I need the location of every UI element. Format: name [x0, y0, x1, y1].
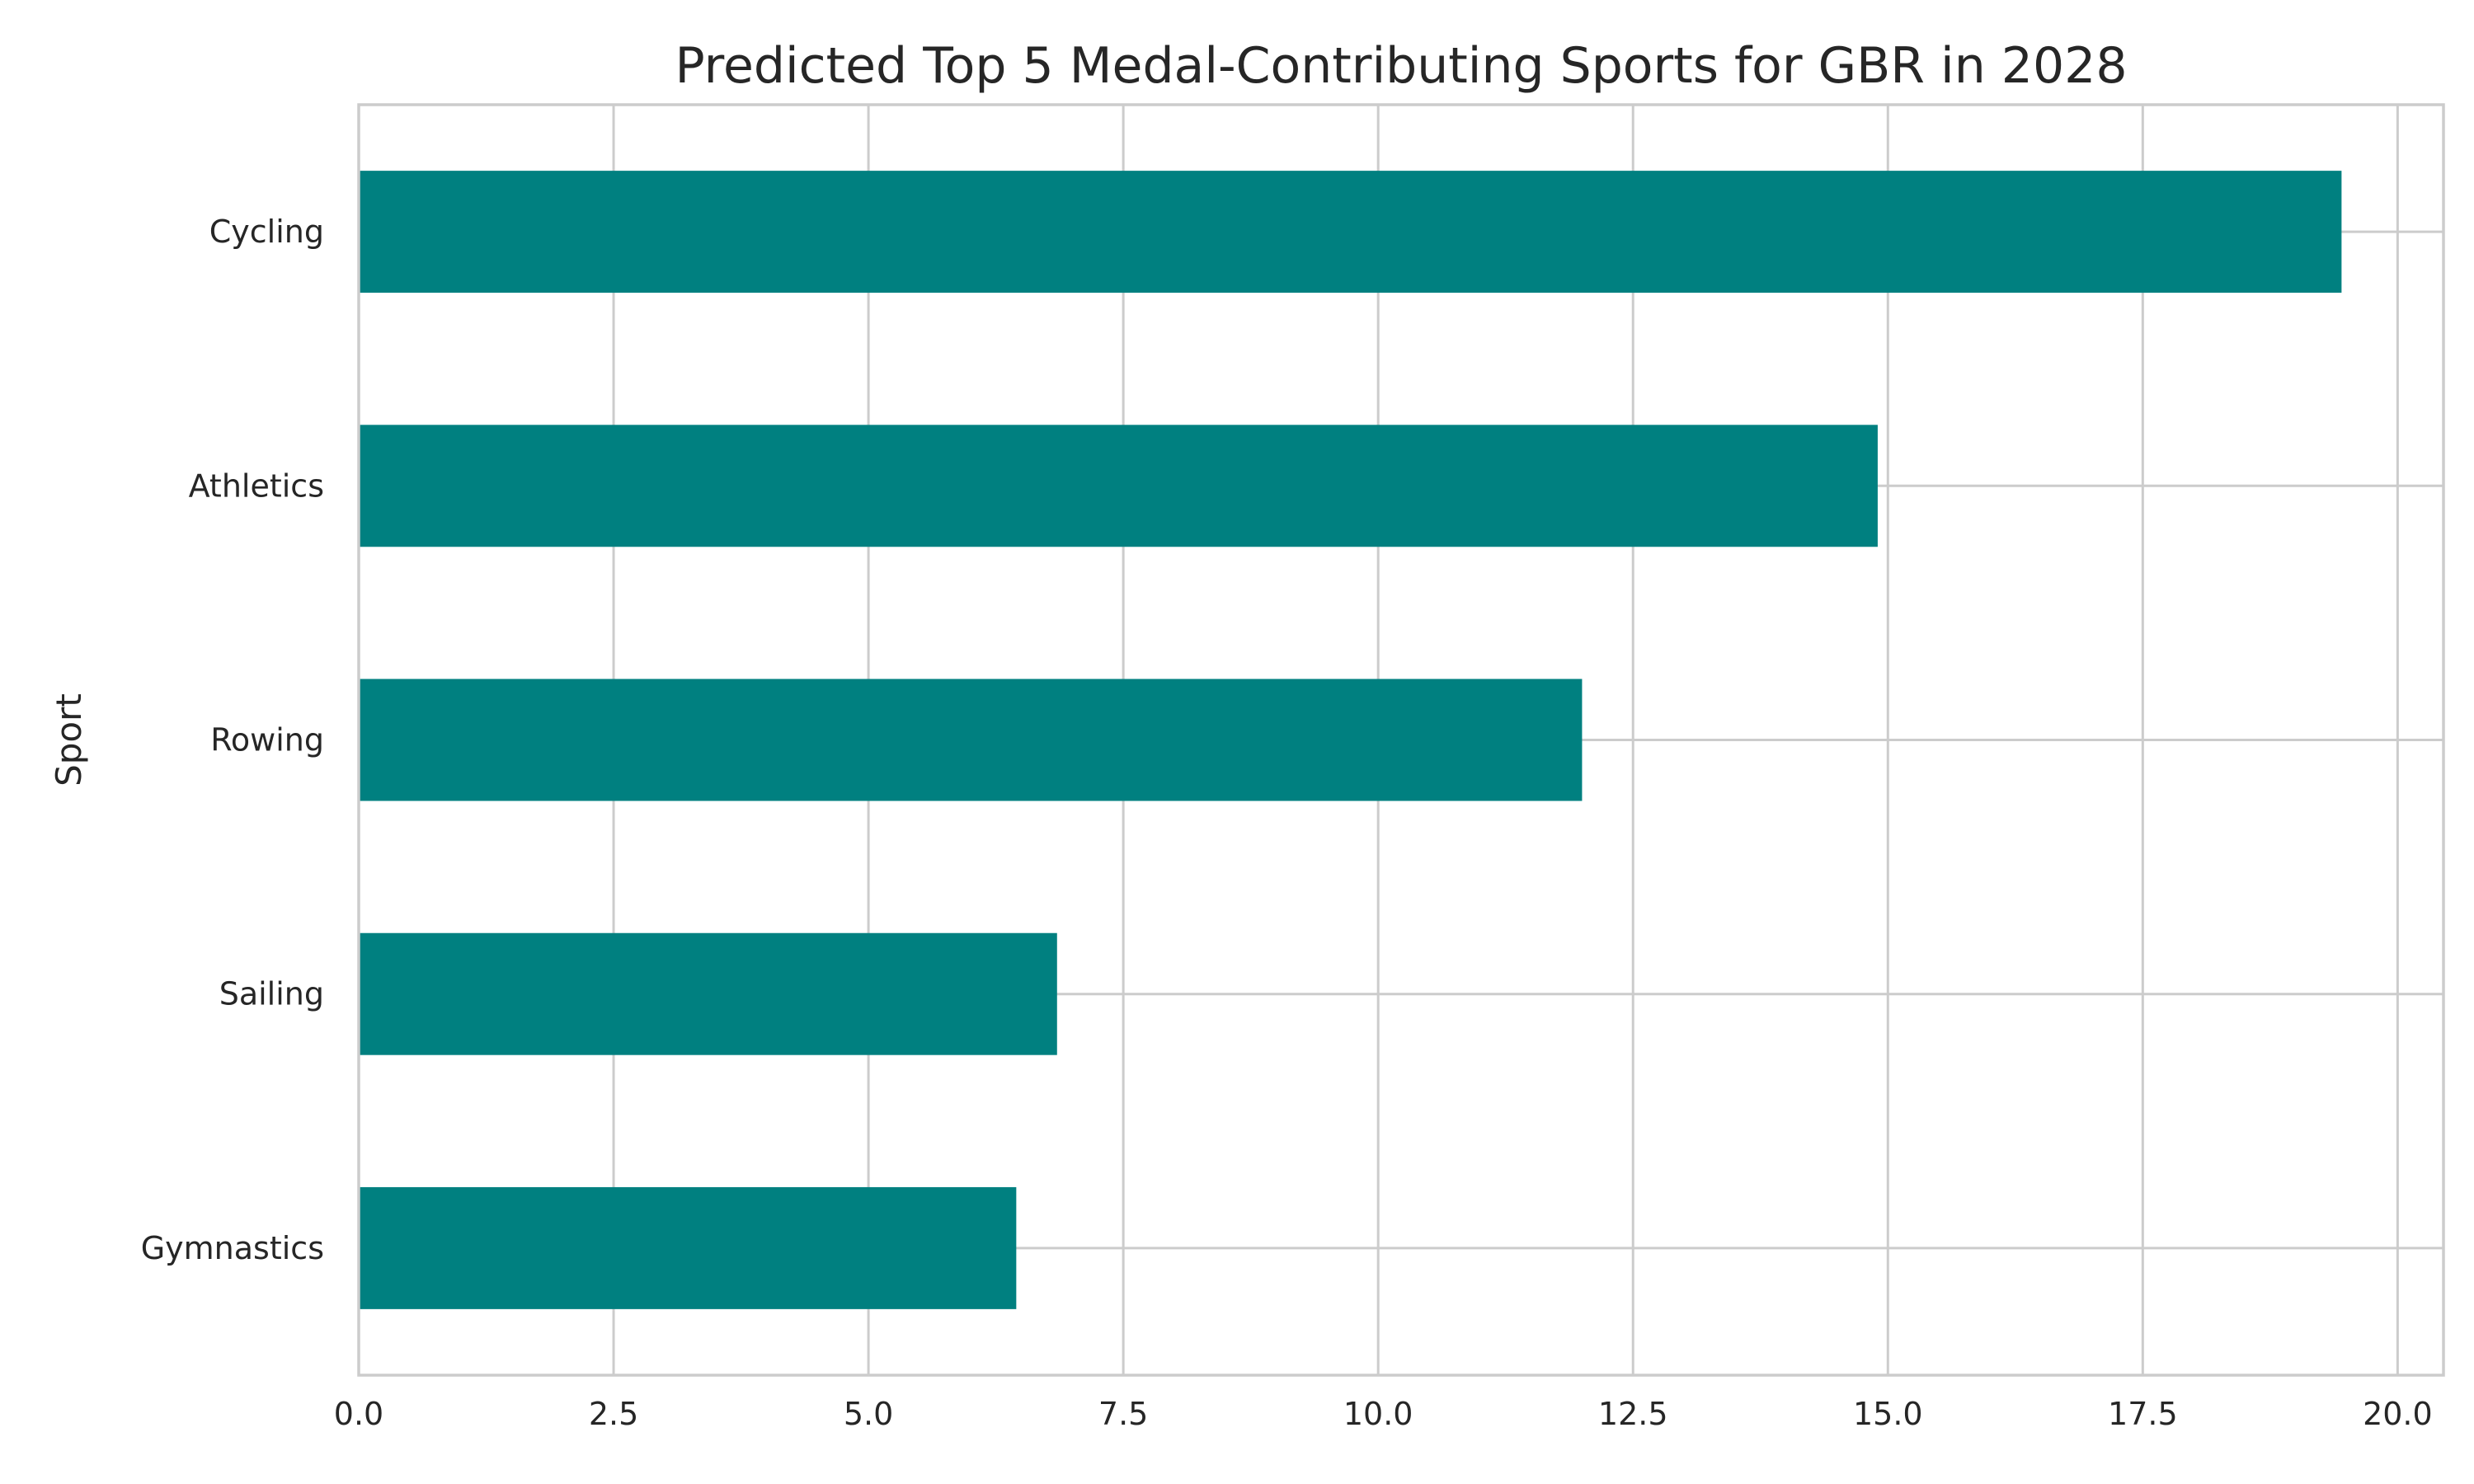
- x-tick-label: 10.0: [1343, 1396, 1413, 1432]
- x-tick-label: 5.0: [844, 1396, 893, 1432]
- x-tick-label: 17.5: [2108, 1396, 2178, 1432]
- x-tick-label: 7.5: [1098, 1396, 1148, 1432]
- y-tick-label: Athletics: [189, 467, 324, 504]
- x-tick-label: 12.5: [1598, 1396, 1668, 1432]
- bar-gymnastics: [359, 1186, 1017, 1309]
- chart-title: Predicted Top 5 Medal-Contributing Sport…: [675, 37, 2127, 95]
- bar-sailing: [359, 932, 1057, 1055]
- bar-rowing: [359, 679, 1583, 801]
- bar-cycling: [359, 171, 2342, 294]
- plot-frame: [357, 103, 2445, 1377]
- x-tick-label: 15.0: [1853, 1396, 1923, 1432]
- y-tick-label: Gymnastics: [141, 1230, 324, 1266]
- y-tick-label: Rowing: [210, 722, 324, 758]
- y-tick-label: Sailing: [219, 976, 324, 1012]
- x-axis-ticks: 0.0 2.5 5.0 7.5 10.0 12.5 15.0 17.5 20.0: [334, 1396, 2433, 1432]
- x-tick-label: 0.0: [334, 1396, 383, 1432]
- y-axis-ticks: Cycling Athletics Rowing Sailing Gymnastics: [141, 214, 324, 1266]
- y-tick-label: Cycling: [209, 214, 324, 250]
- bar-series: [359, 171, 2342, 1309]
- x-tick-label: 2.5: [589, 1396, 638, 1432]
- x-tick-label: 20.0: [2363, 1396, 2433, 1432]
- bar-athletics: [359, 425, 1878, 547]
- y-axis-label: Sport: [49, 693, 89, 787]
